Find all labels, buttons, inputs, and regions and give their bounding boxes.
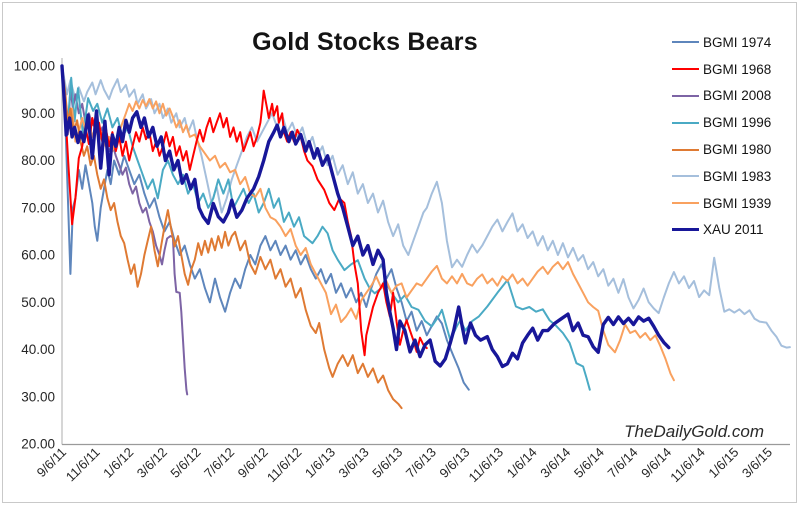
legend-swatch-icon <box>672 175 699 178</box>
y-tick-label: 40.00 <box>21 342 55 357</box>
x-tick-label: 11/6/13 <box>466 445 507 486</box>
legend-item-bgmi-1983[interactable]: BGMI 1983 <box>672 163 771 190</box>
legend-label: BGMI 1983 <box>703 168 772 184</box>
legend-swatch-icon <box>672 68 699 71</box>
legend-label: XAU 2011 <box>703 222 764 238</box>
legend-label: BGMI 1968 <box>703 61 772 77</box>
series-line-bgmi-1939 <box>61 65 675 382</box>
legend-item-bgmi-1996[interactable]: BGMI 1996 <box>672 109 771 136</box>
y-tick-label: 30.00 <box>21 389 55 404</box>
x-tick-label: 11/6/11 <box>63 445 103 485</box>
legend-swatch-icon <box>672 121 699 124</box>
legend-item-bgmi-1968[interactable]: BGMI 1968 <box>672 56 771 83</box>
series-line-bgmi-1996 <box>61 65 591 391</box>
legend-label: BGMI 1974 <box>703 34 772 50</box>
legend-item-bgmi-2008[interactable]: BGMI 2008 <box>672 83 771 110</box>
legend-item-bgmi-1939[interactable]: BGMI 1939 <box>672 190 771 217</box>
y-tick-label: 80.00 <box>21 153 55 168</box>
x-tick-label: 7/6/14 <box>604 445 640 481</box>
x-tick-label: 11/6/14 <box>667 445 708 486</box>
legend-swatch-icon <box>672 94 699 97</box>
series-line-bgmi-1983 <box>61 65 791 349</box>
x-tick-label: 5/6/13 <box>369 445 405 481</box>
legend-swatch-icon <box>672 41 699 44</box>
y-tick-label: 100.00 <box>14 59 55 74</box>
y-tick-label: 50.00 <box>21 295 55 310</box>
y-tick-label: 20.00 <box>21 437 55 452</box>
legend-swatch-icon <box>672 202 699 205</box>
x-tick-label: 3/6/12 <box>134 445 170 481</box>
legend-item-xau-2011[interactable]: XAU 2011 <box>672 217 771 244</box>
y-tick-label: 90.00 <box>21 106 55 121</box>
x-tick-label: 3/6/13 <box>336 445 372 481</box>
legend-label: BGMI 1939 <box>703 195 772 211</box>
x-tick-label: 11/6/12 <box>264 445 305 486</box>
legend-swatch-icon <box>672 228 699 232</box>
x-tick-label: 5/6/12 <box>167 445 203 481</box>
legend-swatch-icon <box>672 148 699 151</box>
series-line-bgmi-1980 <box>61 65 403 410</box>
legend-label: BGMI 1980 <box>703 142 772 158</box>
series-line-xau-2011 <box>60 64 671 369</box>
legend-label: BGMI 1996 <box>703 115 772 131</box>
series-line-bgmi-2008 <box>61 65 189 396</box>
x-tick-label: 3/6/14 <box>537 445 573 481</box>
legend-label: BGMI 2008 <box>703 88 772 104</box>
y-tick-label: 70.00 <box>21 200 55 215</box>
x-tick-label: 1/6/12 <box>100 445 136 481</box>
x-tick-label: 1/6/15 <box>705 445 741 481</box>
legend-item-bgmi-1980[interactable]: BGMI 1980 <box>672 136 771 163</box>
legend-item-bgmi-1974[interactable]: BGMI 1974 <box>672 29 771 56</box>
series-line-bgmi-1968 <box>61 65 428 357</box>
watermark: TheDailyGold.com <box>624 422 764 441</box>
x-tick-label: 1/6/13 <box>302 445 338 481</box>
y-tick-label: 60.00 <box>21 248 55 263</box>
x-tick-label: 1/6/14 <box>504 445 540 481</box>
x-tick-label: 5/6/14 <box>571 445 607 481</box>
x-tick-label: 3/6/15 <box>739 445 775 481</box>
chart-title: Gold Stocks Bears <box>252 28 478 56</box>
x-tick-label: 7/6/12 <box>201 445 237 481</box>
series-line-bgmi-1974 <box>61 65 470 391</box>
x-tick-label: 7/6/13 <box>403 445 439 481</box>
legend: BGMI 1974 BGMI 1968 BGMI 2008 BGMI 1996 BGMI… <box>672 29 771 243</box>
